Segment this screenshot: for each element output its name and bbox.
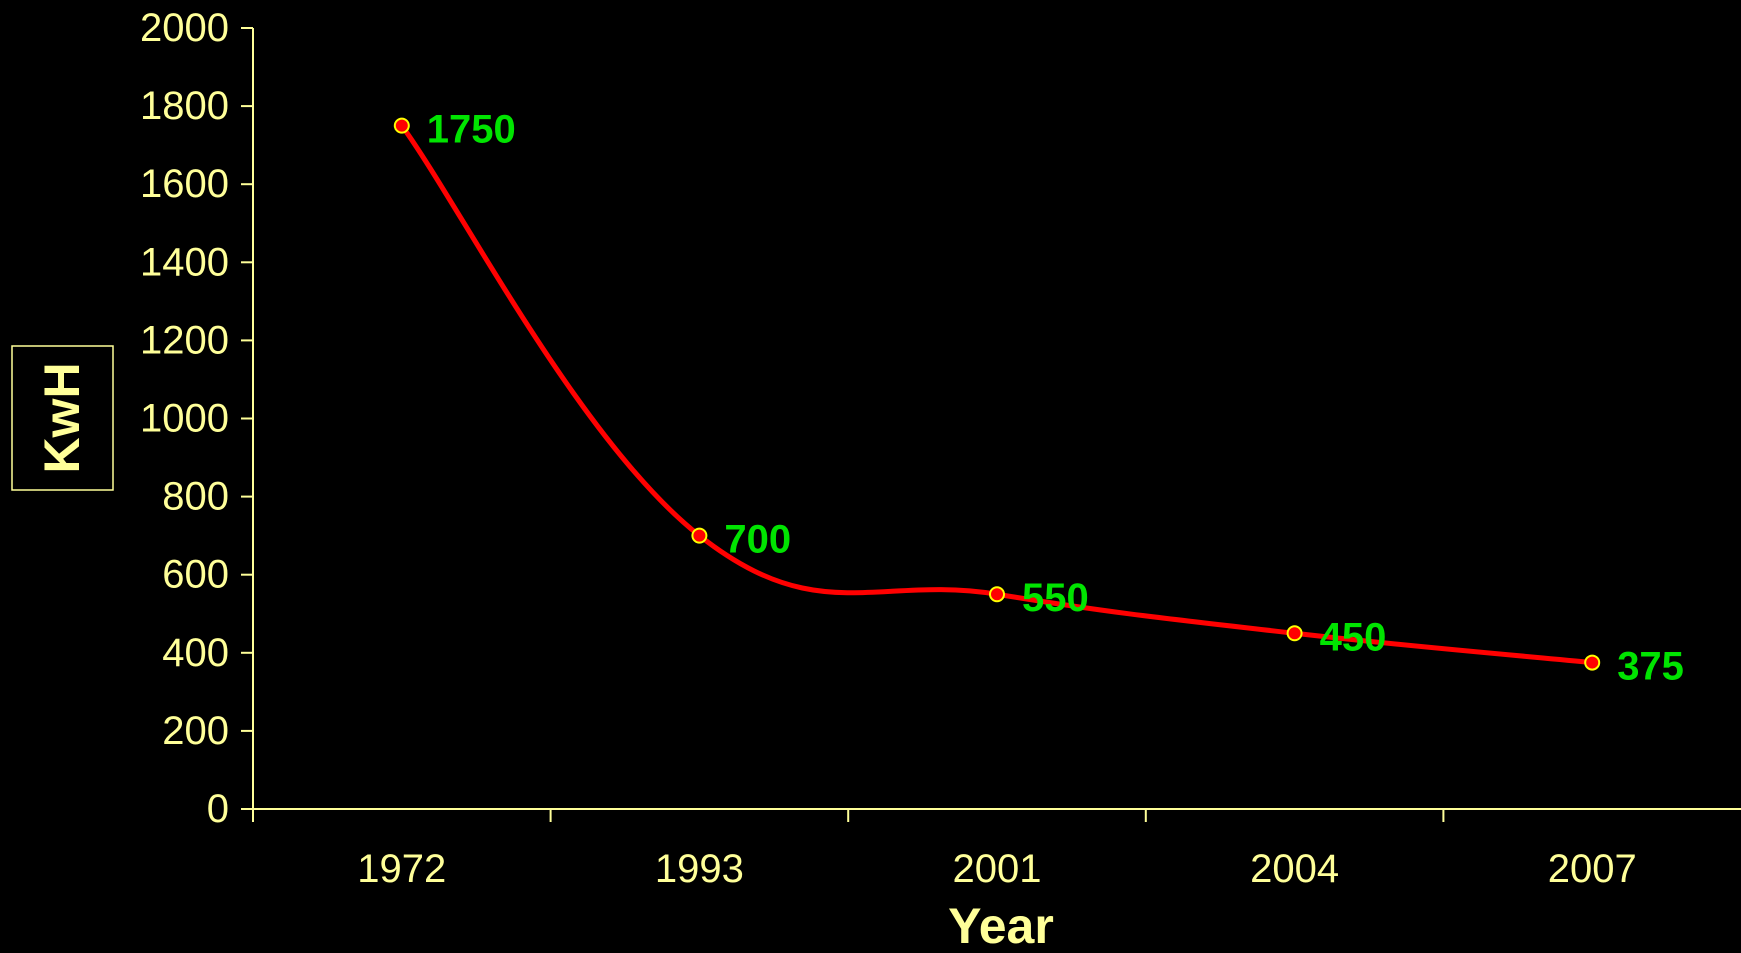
data-label: 375 [1617, 645, 1684, 689]
y-tick-label: 200 [162, 709, 229, 753]
y-tick-label: 1800 [140, 84, 229, 128]
x-tick-label: 2007 [1548, 847, 1637, 891]
data-label: 700 [724, 518, 791, 562]
y-tick-label: 800 [162, 475, 229, 519]
data-point [989, 586, 1005, 603]
y-tick-label: 1600 [140, 162, 229, 206]
y-axis-title-box [11, 345, 114, 491]
y-tick-label: 1400 [140, 240, 229, 284]
data-point [393, 117, 410, 134]
series-line [399, 123, 1595, 666]
x-tick-label: 2004 [1250, 847, 1339, 891]
y-tick-label: 0 [207, 787, 229, 831]
y-axis-title-group: KwH [11, 345, 114, 491]
data-point [1286, 625, 1303, 642]
y-tick-label: 1000 [140, 397, 229, 441]
y-tick-label: 400 [162, 631, 229, 675]
x-tick-label: 1972 [357, 847, 446, 891]
data-point [1584, 654, 1601, 671]
data-labels: 1750 700 550 450 375 [427, 108, 1684, 689]
y-axis-title: KwH [34, 362, 90, 473]
data-point [691, 527, 708, 544]
x-axis-title: Year [948, 898, 1054, 953]
x-tick-label: 2001 [953, 847, 1042, 891]
x-axis: 1972 1993 2001 2004 2007 [252, 808, 1741, 891]
y-tick-label: 600 [162, 553, 229, 597]
data-markers [393, 117, 1601, 671]
y-axis: 0 200 400 600 800 1000 1200 1400 1600 1800 2000 [140, 6, 254, 831]
x-tick-label: 1993 [655, 847, 744, 891]
data-label: 550 [1022, 576, 1089, 620]
data-label: 450 [1320, 615, 1387, 659]
data-label: 1750 [427, 108, 516, 152]
y-tick-label: 1200 [140, 318, 229, 362]
y-tick-label: 2000 [140, 6, 229, 50]
